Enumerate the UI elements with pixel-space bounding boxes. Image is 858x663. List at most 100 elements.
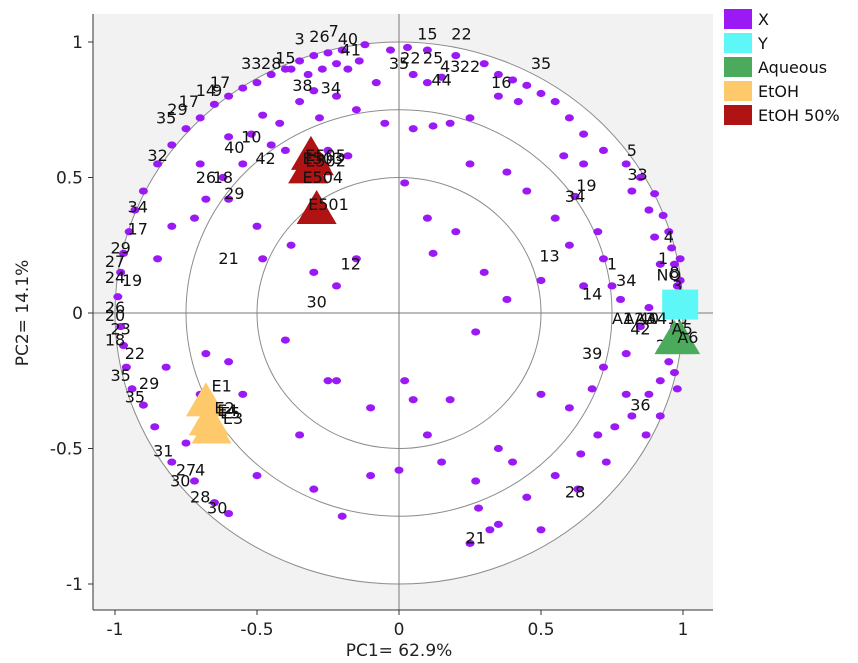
x-point [224, 195, 234, 203]
x-point [314, 114, 324, 122]
x-variable-points [113, 41, 685, 547]
x-point [451, 51, 461, 60]
x-point [471, 328, 481, 336]
x-point-label: 27 [105, 252, 125, 271]
aqueous-label: A5 [672, 320, 693, 339]
x-point [360, 41, 370, 49]
x-point [672, 385, 682, 393]
x-point [587, 385, 597, 393]
x-point-label: 30 [306, 293, 326, 312]
x-point [493, 92, 503, 100]
x-point [286, 241, 296, 249]
x-point [286, 65, 296, 73]
x-point [266, 141, 276, 149]
x-point [224, 92, 234, 100]
x-point [445, 396, 455, 404]
x-point [337, 46, 347, 54]
x-point [550, 98, 560, 106]
x-point [124, 228, 134, 236]
x-point [641, 431, 651, 439]
x-point [238, 390, 248, 398]
x-point-label: 8 [669, 263, 679, 282]
x-point [621, 350, 631, 358]
etoh50-label: E505 [305, 146, 346, 165]
x-point-label: 34 [128, 198, 148, 217]
x-point [224, 133, 234, 141]
x-point [371, 79, 381, 87]
x-point-label: 3 [672, 276, 682, 295]
aqueous-label: A3 [635, 309, 656, 328]
sample-triangles [185, 135, 701, 444]
etoh-triangle [185, 382, 226, 417]
x-point [502, 295, 512, 304]
x-point-label: 33 [241, 54, 261, 73]
x-point-label: 1 [658, 249, 668, 268]
x-point [224, 509, 234, 518]
x-point-label: 9 [212, 81, 222, 100]
etoh-triangle [191, 409, 232, 444]
y-tick-label: 0 [72, 304, 83, 324]
x-point [664, 228, 674, 236]
x-point-label: NO [657, 265, 682, 284]
x-point [644, 303, 654, 312]
x-point [323, 377, 333, 385]
legend: XY Aqueous EtOH EtOH 50% [724, 9, 840, 125]
x-point [422, 431, 432, 439]
x-point-label: 25 [423, 49, 443, 68]
x-point [127, 385, 137, 393]
x-point [119, 341, 129, 350]
legend-label: Aqueous [758, 58, 827, 77]
x-point-label: 22 [125, 344, 145, 363]
x-point [559, 152, 569, 160]
x-point-label: 36 [630, 396, 650, 415]
x-point [153, 255, 163, 263]
y-tick-label: -1 [66, 575, 83, 595]
legend-swatch [724, 33, 752, 53]
x-point [669, 260, 679, 268]
x-point [635, 173, 645, 182]
x-point-label: 4 [195, 461, 205, 480]
x-point-label: 22 [460, 57, 480, 76]
x-point [394, 466, 404, 474]
x-point [323, 146, 333, 154]
x-point [181, 439, 191, 447]
x-point [252, 222, 262, 230]
x-point [610, 423, 620, 431]
x-point [309, 51, 319, 60]
x-point [258, 111, 268, 119]
x-point [366, 404, 376, 412]
x-point [295, 57, 305, 65]
legend-swatch [724, 105, 752, 125]
x-point [323, 49, 333, 57]
x-point [116, 268, 126, 276]
legend-label: EtOH [758, 82, 799, 101]
x-point [209, 100, 219, 108]
x-point [337, 512, 347, 520]
x-point [536, 276, 546, 285]
x-point [138, 401, 148, 409]
y-tick-label: -0.5 [50, 440, 83, 460]
x-point [513, 98, 523, 106]
x-point-label: 12 [341, 255, 361, 274]
x-point-label: 10 [241, 127, 261, 146]
x-point [190, 477, 200, 485]
x-point [351, 106, 361, 114]
x-point [576, 450, 586, 458]
etoh50-label: E503 [302, 149, 343, 168]
etoh50-label: E502 [305, 152, 346, 171]
x-point [317, 65, 327, 73]
x-point [655, 412, 665, 420]
x-point [354, 57, 364, 65]
x-point [295, 98, 305, 106]
x-point [621, 390, 631, 398]
x-point [598, 363, 608, 371]
x-point [332, 282, 342, 290]
etoh50-triangle [296, 190, 337, 225]
x-point-label: 18 [213, 168, 233, 187]
x-point [130, 206, 140, 214]
x-point [366, 472, 376, 480]
x-point [607, 282, 617, 290]
x-point [564, 114, 574, 122]
x-point-label: 40 [639, 309, 659, 328]
